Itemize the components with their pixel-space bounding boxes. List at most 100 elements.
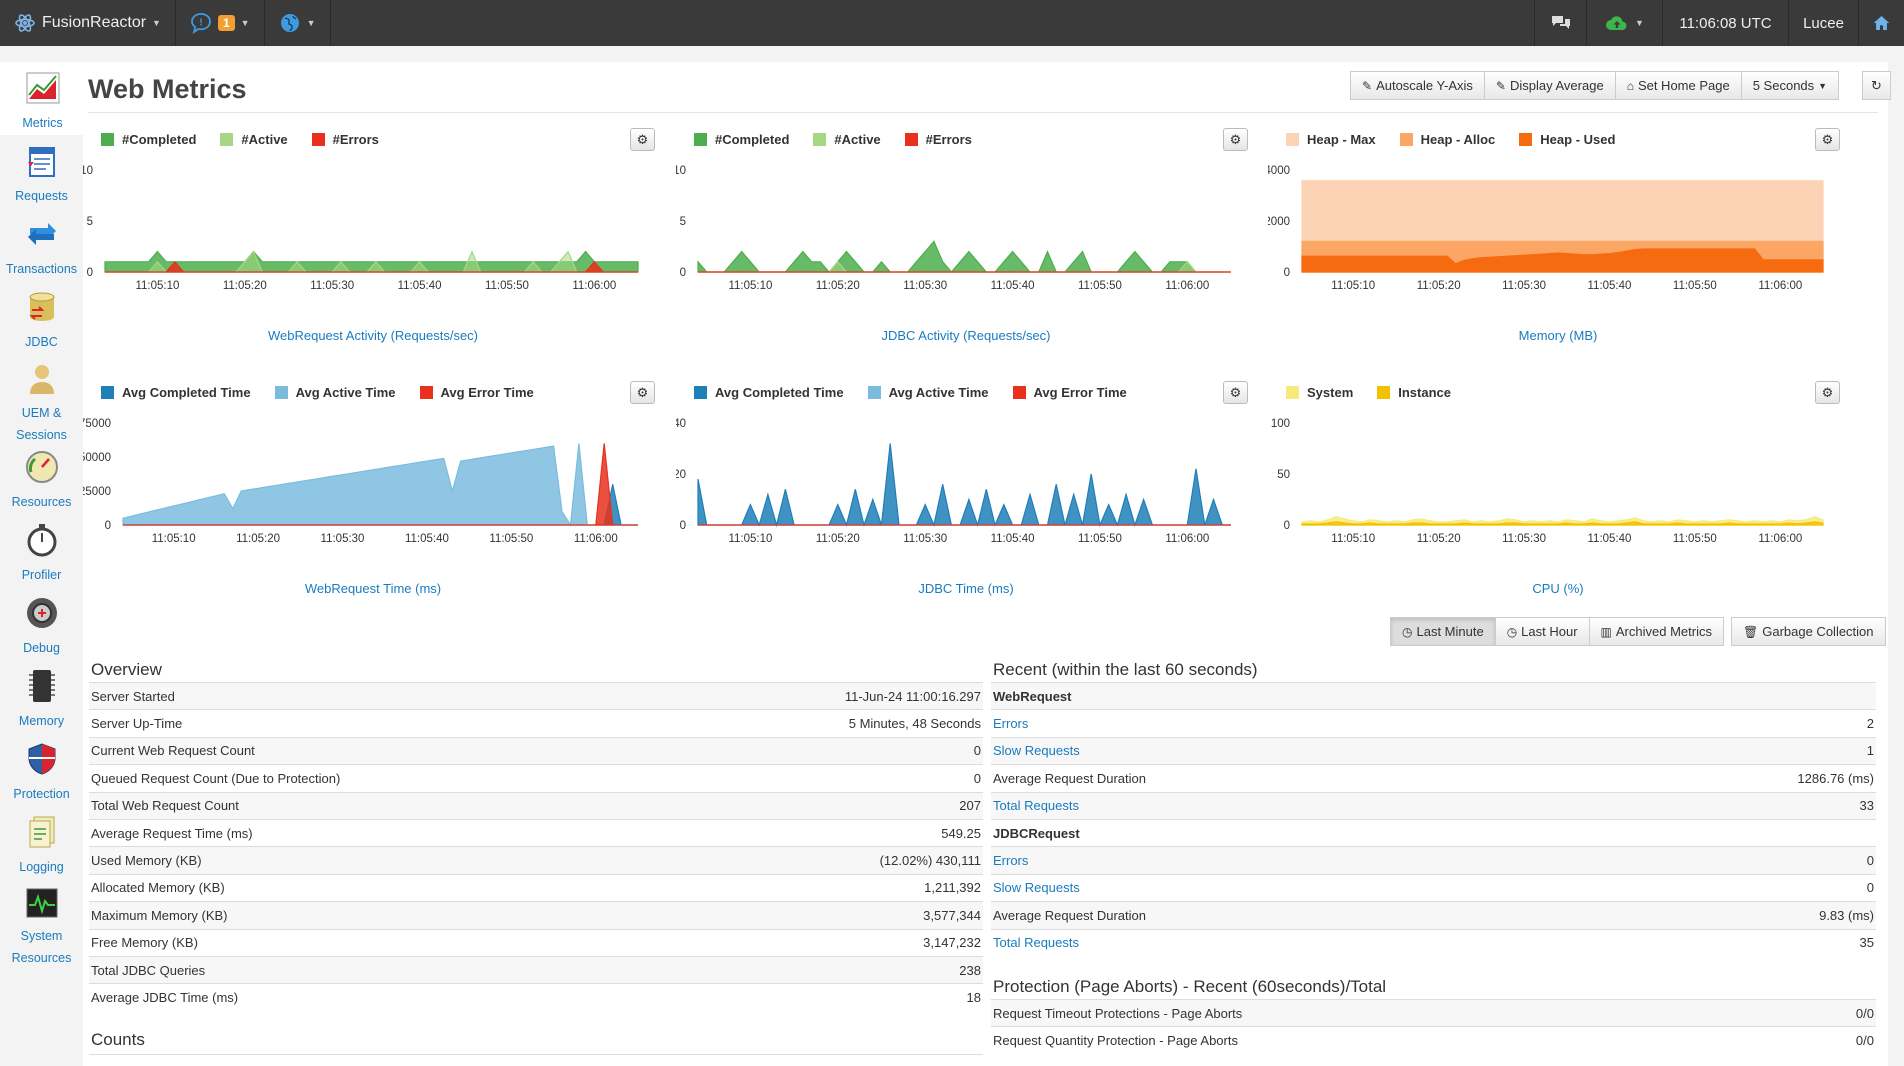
row-label[interactable]: Slow Requests [991,736,1576,765]
refresh-button[interactable]: ↻ [1862,71,1891,100]
y-tick-label: 4000 [1268,165,1290,177]
chart-legend: Heap - Max Heap - Alloc Heap - Used [1286,132,1639,147]
row-value: 0 [664,764,983,793]
last-hour-button[interactable]: ◷ Last Hour [1495,617,1590,646]
cloud-upload-menu[interactable]: ▼ [1586,0,1662,46]
legend-item[interactable]: Avg Active Time [867,385,989,400]
row-label: Average JDBC Time (ms) [89,983,665,1012]
table-row: Slow Requests 1 [991,736,1876,765]
wand-icon: ✎ [1495,78,1506,93]
row-label: Allocated Memory (KB) [89,873,665,902]
row-value: 11-Jun-24 11:00:16.297 [664,681,983,710]
sidebar-item-transactions[interactable]: Transactions [0,208,83,281]
legend-swatch [1377,386,1391,399]
series-area-2 [105,260,638,273]
chart-title[interactable]: JDBC Activity (Requests/sec) [881,328,1051,343]
counts-divider [89,1054,983,1055]
home-button[interactable] [1858,0,1904,46]
sidebar-item-protection[interactable]: Protection [0,733,83,806]
sidebar-item-debug[interactable]: Debug [0,587,83,660]
legend-label: #Errors [332,132,379,147]
legend-item[interactable]: System [1286,385,1353,400]
garbage-collection-button[interactable]: 🗑 Garbage Collection [1731,617,1886,646]
legend-item[interactable]: #Errors [904,132,972,147]
set-home-page-button[interactable]: ⌂ Set Home Page [1615,71,1742,100]
table-row: Free Memory (KB) 3,147,232 [89,928,983,957]
row-value: 207 [664,791,983,820]
chat-button[interactable] [1534,0,1586,46]
table-row: WebRequest [991,681,1876,710]
sidebar-item-memory[interactable]: Memory [0,660,83,733]
sidebar-item-profiler[interactable]: Profiler [0,514,83,587]
row-value: 0 [1575,873,1876,902]
row-label[interactable]: Errors [991,709,1576,738]
autoscale-y-axis-button[interactable]: ✎ Autoscale Y-Axis [1350,71,1485,100]
sidebar-item-jdbc[interactable]: JDBC [0,281,83,354]
chart-title[interactable]: Memory (MB) [1518,328,1598,343]
sidebar-item-uem-sessions[interactable]: UEM & Sessions [0,354,83,442]
x-tick-label: 11:05:50 [489,533,533,545]
instance-globe-menu[interactable]: ▼ [265,0,331,46]
archived-metrics-button[interactable]: ▥ Archived Metrics [1589,617,1724,646]
x-tick-label: 11:06:00 [574,533,618,545]
table-row: Average JDBC Time (ms) 18 [89,983,983,1012]
display-average-button[interactable]: ✎ Display Average [1484,71,1616,100]
chart-title[interactable]: CPU (%) [1532,581,1584,596]
sidebar-item-logging[interactable]: Logging [0,806,83,879]
chart-title[interactable]: JDBC Time (ms) [918,581,1014,596]
legend-item[interactable]: Heap - Used [1519,132,1615,147]
legend-item[interactable]: Avg Error Time [1012,385,1127,400]
brand-menu[interactable]: FusionReactor ▼ [0,0,176,46]
sidebar-item-metrics[interactable]: Metrics [0,62,85,135]
row-value: (12.02%) 430,111 [664,846,983,875]
chart-settings-button[interactable]: ⚙ [630,381,655,404]
stopwatch-icon [24,522,60,558]
chart-settings-button[interactable]: ⚙ [630,128,655,151]
row-label: Total Web Request Count [89,791,665,820]
chart-plot: 40 20 0 11:05:10 11:05:20 11:05:30 11:05:40 11:… [676,418,1231,545]
legend-item[interactable]: Avg Completed Time [101,385,251,400]
legend-item[interactable]: #Completed [101,132,196,147]
legend-item[interactable]: Instance [1377,385,1451,400]
row-label[interactable]: Errors [991,846,1576,875]
interval-dropdown[interactable]: 5 Seconds ▼ [1741,71,1840,100]
table-row: Errors 2 [991,709,1876,738]
legend-item[interactable]: #Active [813,132,881,147]
chart-settings-button[interactable]: ⚙ [1815,381,1840,404]
row-value: 1286.76 (ms) [1575,764,1876,793]
row-label[interactable]: Slow Requests [991,873,1576,902]
gc-group: 🗑 Garbage Collection [1731,617,1886,646]
chart-title[interactable]: WebRequest Time (ms) [304,581,442,596]
overview-title: Overview [91,660,162,679]
sidebar-item-resources[interactable]: Resources [0,441,83,514]
chart-title[interactable]: WebRequest Activity (Requests/sec) [267,328,478,343]
chart-settings-button[interactable]: ⚙ [1815,128,1840,151]
row-label[interactable]: Total Requests [991,791,1576,820]
sidebar-item-requests[interactable]: Requests [0,135,83,208]
legend-item[interactable]: Heap - Max [1286,132,1376,147]
sidebar-item-system-resources[interactable]: System Resources [0,879,83,966]
row-label[interactable]: Total Requests [991,928,1576,957]
row-value: 238 [664,955,983,984]
row-label: Average Request Duration [991,764,1576,793]
notifications-menu[interactable]: ! 1 ▼ [176,0,265,46]
legend-item[interactable]: Avg Error Time [419,385,534,400]
row-value: 3,577,344 [664,901,983,930]
legend-item[interactable]: Avg Active Time [274,385,396,400]
legend-item[interactable]: #Active [220,132,288,147]
chart-settings-button[interactable]: ⚙ [1223,381,1248,404]
last-minute-button[interactable]: ◷ Last Minute [1390,617,1496,646]
chart-settings-button[interactable]: ⚙ [1223,128,1248,151]
legend-item[interactable]: #Errors [311,132,379,147]
legend-item[interactable]: Avg Completed Time [694,385,844,400]
clock-icon: ◷ [1402,624,1413,639]
legend-item[interactable]: #Completed [694,132,789,147]
svg-text:!: ! [199,18,202,29]
table-row: Total Requests 33 [991,791,1876,820]
globe-icon [280,14,299,32]
wand-icon: ✎ [1362,78,1373,93]
legend-item[interactable]: Heap - Alloc [1399,132,1495,147]
row-label: Free Memory (KB) [89,928,665,957]
